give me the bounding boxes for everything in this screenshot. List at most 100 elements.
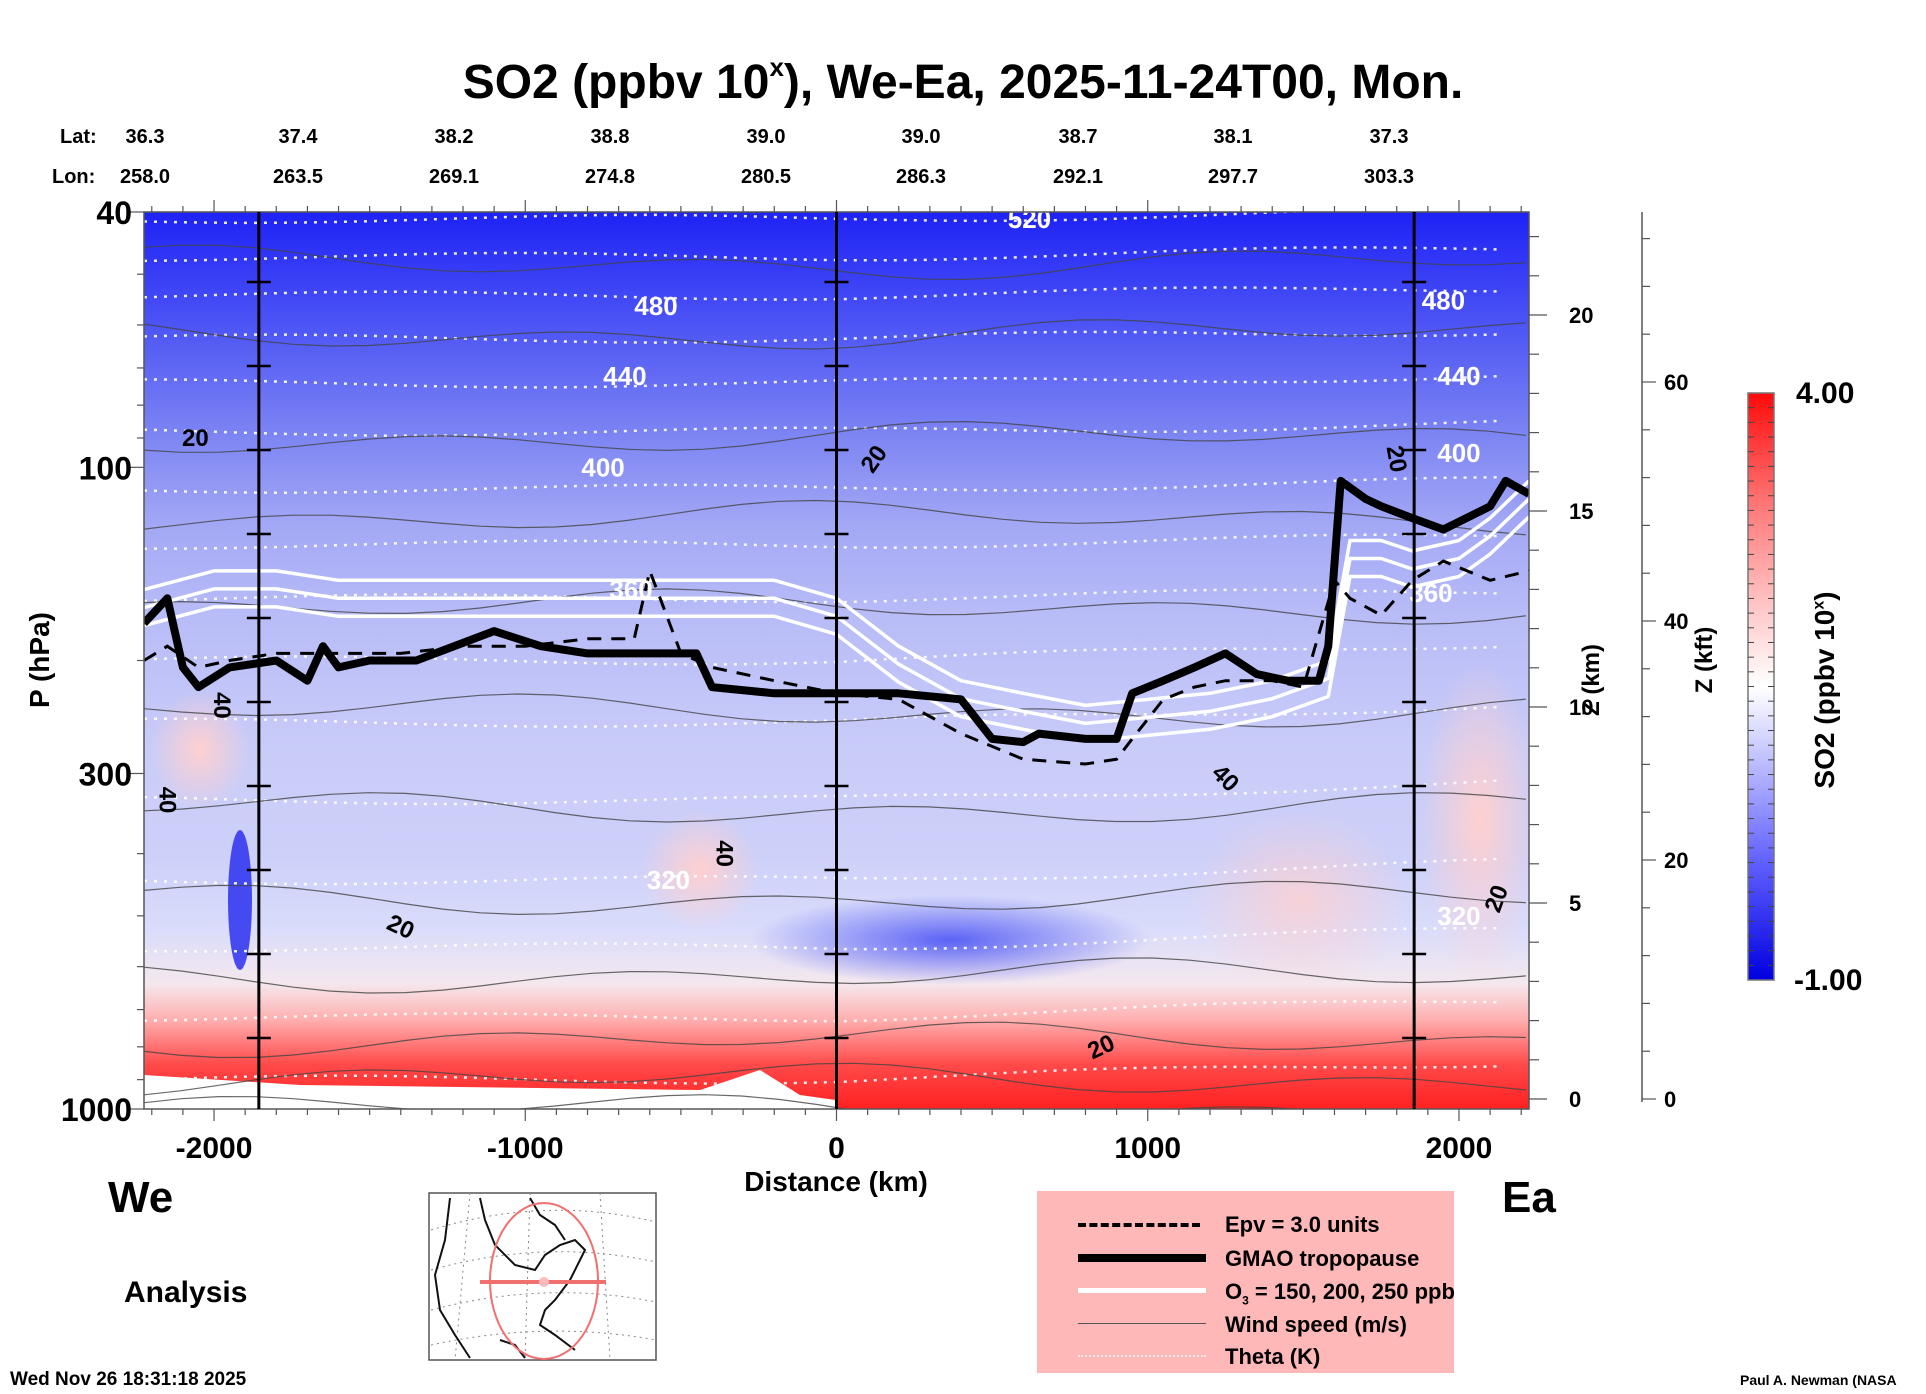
wind-speed-label: 20 xyxy=(182,425,209,452)
tropopause-line xyxy=(144,476,1529,747)
lon-value: 286.3 xyxy=(895,166,947,188)
lon-value: 303.3 xyxy=(1363,166,1415,188)
theta-label: 320 xyxy=(647,865,690,895)
lon-value: 274.8 xyxy=(584,166,636,188)
colorbar-max-label: 4.00 xyxy=(1796,377,1855,410)
so2-low-region xyxy=(750,895,1150,985)
lat-value: 39.0 xyxy=(746,126,786,148)
lon-value: 280.5 xyxy=(740,166,792,188)
terrain-mask xyxy=(144,1070,836,1109)
chart-title: SO2 (ppbv 10x), We-Ea, 2025-11-24T00, Mo… xyxy=(0,52,1926,110)
zkm-tick-label: 20 xyxy=(1569,303,1593,328)
zkm-tick-label: 5 xyxy=(1569,891,1581,916)
lon-row-label: Lon: xyxy=(52,166,96,188)
wind-speed-label: 40 xyxy=(208,692,235,719)
theta-label: 400 xyxy=(581,452,624,482)
zkft-axis-title: Z (kft) xyxy=(1691,626,1718,694)
zkm-tick-label: 10 xyxy=(1569,695,1593,720)
theta-label: 360 xyxy=(1409,578,1452,608)
so2-low-plume xyxy=(228,830,252,970)
wind-speed-label: 20 xyxy=(1381,443,1412,474)
timestamp: Wed Nov 26 18:31:18 2025 xyxy=(10,1369,247,1390)
zkm-tick-label: 15 xyxy=(1569,499,1593,524)
thin-line-swatch xyxy=(1078,1323,1206,1324)
lat-value: 38.2 xyxy=(434,126,474,148)
lon-value: 292.1 xyxy=(1052,166,1104,188)
zkft-tick-label: 60 xyxy=(1664,370,1688,395)
theta-label: 360 xyxy=(609,574,652,604)
wind-speed-contour xyxy=(144,420,1526,453)
y-tick-label: 100 xyxy=(79,450,132,486)
lat-value: 39.0 xyxy=(901,126,941,148)
theta-label: 480 xyxy=(634,291,677,321)
zkft-tick-label: 20 xyxy=(1664,848,1688,873)
wind-speed-contour xyxy=(144,792,1526,823)
x-tick-label: 1000 xyxy=(1114,1132,1181,1165)
y-tick-label: 40 xyxy=(96,195,132,231)
colorbar-title-suffix: ) xyxy=(1809,591,1840,601)
west-label: We xyxy=(108,1173,174,1222)
legend-item-wind: Wind speed (m/s) xyxy=(1037,1309,1454,1339)
epv-line xyxy=(144,559,1529,766)
so2-high-region xyxy=(640,810,760,930)
x-tick-label: -1000 xyxy=(487,1132,564,1165)
legend-item-theta: Theta (K) xyxy=(1037,1341,1454,1371)
lat-value: 37.3 xyxy=(1369,126,1409,148)
legend-label: O3 = 150, 200, 250 ppb xyxy=(1225,1279,1455,1307)
zkft-tick-label: 0 xyxy=(1664,1087,1676,1112)
wind-speed-label: 40 xyxy=(153,787,180,814)
so2-high-region xyxy=(1190,810,1410,990)
o3-contour xyxy=(144,479,1529,708)
y-axis-title: P (hPa) xyxy=(24,612,55,708)
theta-label: 440 xyxy=(1437,361,1480,391)
legend-item-epv: Epv = 3.0 units xyxy=(1037,1209,1454,1239)
o3-contour xyxy=(144,497,1529,726)
dotted-line-swatch xyxy=(1078,1355,1206,1357)
locator-map xyxy=(428,1192,657,1361)
theta-label: 480 xyxy=(1422,286,1465,316)
lon-value: 263.5 xyxy=(272,166,324,188)
lat-value: 38.8 xyxy=(590,126,630,148)
legend: Epv = 3.0 units GMAO tropopause O3 = 150… xyxy=(1037,1191,1455,1373)
x-tick-label: 0 xyxy=(828,1132,845,1165)
analysis-label: Analysis xyxy=(124,1276,248,1309)
lat-row-label: Lat: xyxy=(60,126,97,148)
wind-speed-contour xyxy=(144,880,1526,916)
y-tick-label: 1000 xyxy=(61,1092,132,1128)
title-superscript: x xyxy=(769,52,784,82)
wind-speed-contour xyxy=(144,1021,1526,1059)
lat-value: 38.1 xyxy=(1213,126,1253,148)
zkm-tick-label: 0 xyxy=(1569,1087,1581,1112)
wind-speed-contour xyxy=(144,319,1526,350)
legend-label: Theta (K) xyxy=(1225,1344,1321,1369)
theta-label: 520 xyxy=(1008,204,1051,234)
lon-value: 258.0 xyxy=(119,166,171,188)
x-axis-title: Distance (km) xyxy=(744,1166,928,1197)
theta-label: 440 xyxy=(603,361,646,391)
lat-value: 38.7 xyxy=(1058,126,1098,148)
o3-subscript: 3 xyxy=(1242,1293,1249,1308)
lat-value: 36.3 xyxy=(125,126,165,148)
o3-symbol: O xyxy=(1225,1279,1243,1304)
legend-label: Wind speed (m/s) xyxy=(1225,1312,1407,1337)
wind-speed-contour xyxy=(144,244,1526,281)
wind-speed-contour xyxy=(144,588,1526,625)
east-label: Ea xyxy=(1502,1173,1556,1222)
white-line-swatch xyxy=(1078,1288,1206,1293)
coastline xyxy=(433,1197,587,1359)
wind-speed-contour xyxy=(144,1062,1526,1096)
title-suffix: ), We-Ea, 2025-11-24T00, Mon. xyxy=(783,56,1464,109)
zkm-axis-title: Z (km) xyxy=(1578,644,1605,716)
x-tick-label: -2000 xyxy=(176,1132,253,1165)
credit: Paul A. Newman (NASA xyxy=(1740,1372,1897,1388)
o3-levels: = 150, 200, 250 ppb xyxy=(1248,1279,1455,1304)
thick-line-swatch xyxy=(1078,1254,1206,1262)
theta-label: 400 xyxy=(1437,438,1480,468)
lon-value: 297.7 xyxy=(1207,166,1259,188)
x-tick-label: 2000 xyxy=(1426,1132,1493,1165)
dashed-line-swatch xyxy=(1078,1223,1200,1227)
colorbar-title-sup: x xyxy=(1810,600,1828,610)
so2-high-region xyxy=(1420,660,1529,980)
